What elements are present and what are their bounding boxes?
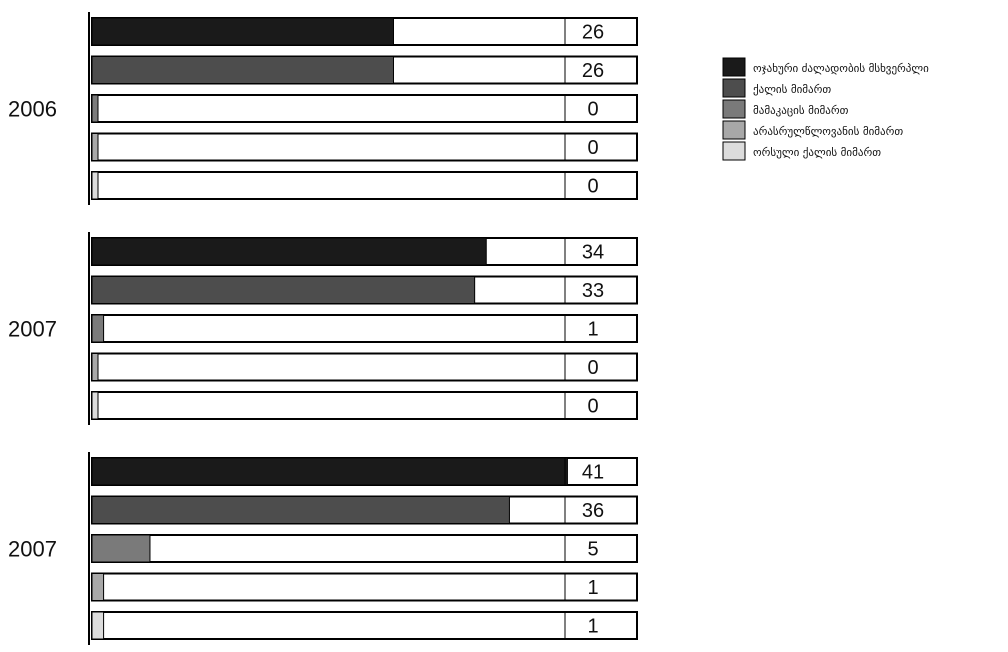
bar	[91, 17, 394, 46]
legend-label: არასრულწლოვანის მიმართ	[753, 125, 903, 138]
group-label: 2007	[8, 537, 57, 562]
bar-frame	[91, 572, 638, 602]
data-label: 41	[582, 462, 604, 484]
data-label: 0	[587, 357, 598, 379]
legend: ოჯახური ძალადობის მსხვერპლი ქალის მიმართ მ…	[722, 57, 929, 161]
data-label: 1	[587, 319, 598, 341]
bar	[91, 353, 99, 381]
bar-frame	[91, 534, 638, 563]
data-label: 0	[587, 99, 598, 121]
legend-label: ქალის მიმართ	[753, 83, 831, 96]
bars-layer: 2006 26 26 0 0 0 2007 34 33 1 0 0 2007 41 36 5 1 1	[8, 12, 638, 645]
bar	[91, 276, 476, 304]
data-label: 5	[587, 539, 598, 561]
legend-swatch	[722, 141, 746, 161]
bar	[91, 94, 99, 123]
bar	[91, 496, 510, 524]
bar-frame	[91, 314, 638, 343]
bar	[91, 237, 487, 266]
legend-swatch	[722, 57, 746, 77]
bar	[91, 56, 394, 84]
data-label: 0	[587, 396, 598, 418]
data-label: 0	[587, 176, 598, 198]
group-label: 2007	[8, 317, 57, 342]
data-label: 1	[587, 577, 598, 599]
bar-frame	[91, 611, 638, 640]
bar	[91, 611, 105, 640]
bar	[91, 171, 99, 200]
bar	[91, 391, 99, 420]
legend-swatch	[722, 120, 746, 140]
bar	[91, 534, 151, 563]
bar	[91, 314, 105, 343]
data-label: 36	[582, 500, 604, 522]
data-label: 26	[582, 60, 604, 82]
data-label: 0	[587, 137, 598, 159]
legend-swatch	[722, 78, 746, 98]
bar-frame	[91, 132, 638, 162]
data-label: 33	[582, 280, 604, 302]
data-label: 34	[582, 242, 604, 264]
bar-frame	[91, 391, 638, 420]
group-label: 2006	[8, 97, 57, 122]
bar-frame	[91, 94, 638, 123]
bar	[91, 133, 99, 161]
bar-frame	[91, 171, 638, 200]
bar	[91, 573, 105, 601]
bar	[91, 457, 568, 486]
data-label: 26	[582, 22, 604, 44]
legend-swatch	[722, 99, 746, 119]
bar-frame	[91, 352, 638, 382]
data-label: 1	[587, 616, 598, 638]
legend-label: მამაკაცის მიმართ	[753, 104, 849, 117]
legend-label: ორსული ქალის მიმართ	[753, 146, 881, 159]
legend-label: ოჯახური ძალადობის მსხვერპლი	[753, 62, 929, 75]
